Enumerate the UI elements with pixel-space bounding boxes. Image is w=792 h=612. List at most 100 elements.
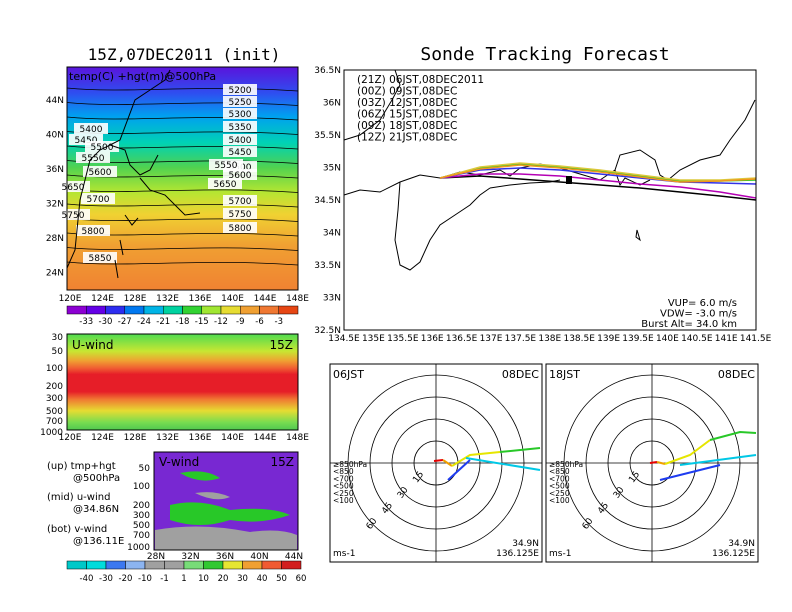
hodograph-trace bbox=[499, 447, 541, 453]
left-title: 15Z,07DEC2011 (init) bbox=[88, 45, 281, 64]
track-x-label: 141E bbox=[715, 334, 738, 344]
u-y-label: 700 bbox=[46, 417, 63, 427]
lat-label: 24N bbox=[46, 269, 64, 279]
v-wind-blob bbox=[195, 492, 230, 500]
top-map-overlay-label: temp(C) +hgt(m)@500hPa bbox=[69, 70, 216, 83]
hodograph-level-label: <250 bbox=[333, 489, 354, 498]
u-x-label: 136E bbox=[189, 433, 212, 443]
contour-label: 5700 bbox=[87, 195, 110, 205]
v-y-label: 50 bbox=[139, 464, 151, 474]
hodograph-lon: 136.125E bbox=[712, 549, 755, 559]
contour-label: 5300 bbox=[229, 110, 252, 120]
contour-label-bg bbox=[223, 195, 257, 206]
track-y-label: 36N bbox=[323, 99, 341, 109]
track-legend-entry: (06Z) 15JST,08DEC bbox=[357, 109, 457, 121]
hodograph-level-label: <700 bbox=[549, 474, 570, 483]
wind-colorbar-swatch bbox=[66, 560, 87, 570]
hodograph-lat: 34.9N bbox=[512, 539, 539, 549]
u-y-label: 500 bbox=[46, 407, 63, 417]
colorbar-label: -12 bbox=[214, 317, 228, 327]
hodograph-level-label: <700 bbox=[333, 474, 354, 483]
track-param: Burst Alt= 34.0 km bbox=[641, 319, 737, 330]
v-y-label: 200 bbox=[133, 501, 150, 511]
height-contour bbox=[66, 218, 299, 222]
temp-height-map: 5200525053005350540054005450545055005500… bbox=[46, 66, 310, 327]
height-contour bbox=[66, 189, 299, 193]
u-x-label: 128E bbox=[124, 433, 147, 443]
colorbar-swatch bbox=[182, 305, 202, 315]
wind-colorbar-swatch bbox=[203, 560, 224, 570]
colorbar-label: -18 bbox=[176, 317, 190, 327]
contour-label: 5200 bbox=[229, 86, 252, 96]
v-panel-time: 15Z bbox=[271, 455, 295, 469]
contour-label-bg bbox=[223, 121, 257, 132]
sonde-track-line bbox=[439, 162, 757, 181]
u-panel-label: U-wind bbox=[72, 338, 113, 352]
track-x-label: 140.5E bbox=[681, 334, 713, 344]
track-legend: (21Z) 06JST,08DEC2011(00Z) 09JST,08DEC(0… bbox=[357, 74, 484, 144]
wind-colorbar-swatch bbox=[281, 560, 302, 570]
u-x-label: 132E bbox=[156, 433, 179, 443]
hodograph-trace bbox=[433, 459, 444, 462]
track-map-y-labels: 36.5N 36N 35.5N 35N 34.5N 34N 33.5N 33N 32.5N bbox=[314, 66, 341, 336]
lon-label: 132E bbox=[156, 294, 179, 304]
v-panel-x-labels: 28N 32N 36N 40N 44N bbox=[147, 552, 303, 562]
height-contour bbox=[66, 87, 299, 92]
top-map-lon-labels: 120E 124E 128E 132E 136E 140E 144E 148E bbox=[59, 294, 310, 304]
hodograph-unit: ms-1 bbox=[333, 549, 355, 559]
hodograph-trace bbox=[465, 457, 541, 471]
lon-label: 144E bbox=[254, 294, 277, 304]
track-x-label: 138E bbox=[538, 334, 561, 344]
track-y-label: 35N bbox=[323, 164, 341, 174]
colorbar-swatch bbox=[86, 305, 106, 315]
colorbar-label: -21 bbox=[156, 317, 170, 327]
track-y-label: 34.5N bbox=[314, 196, 341, 206]
track-map-x-labels: 134.5E 135E 135.5E 136E 136.5E 137E 137.5E 138E… bbox=[328, 334, 771, 344]
track-x-label: 137E bbox=[480, 334, 503, 344]
hodograph-trace bbox=[709, 430, 757, 441]
v-panel-frame bbox=[153, 451, 299, 551]
contour-label: 5600 bbox=[229, 171, 252, 181]
contour-label-bg bbox=[223, 222, 257, 233]
contour-label-bg bbox=[208, 178, 242, 189]
hodograph-trace bbox=[679, 454, 757, 466]
contour-label-bg bbox=[223, 134, 257, 145]
colorbar-label: -15 bbox=[195, 317, 209, 327]
wind-colorbar-label: 20 bbox=[218, 574, 229, 584]
contour-label-bg bbox=[223, 146, 257, 157]
track-x-label: 135.5E bbox=[387, 334, 419, 344]
contour-label: 5500 bbox=[91, 143, 114, 153]
u-x-label: 148E bbox=[286, 433, 309, 443]
track-x-label: 137.5E bbox=[505, 334, 537, 344]
u-x-label: 140E bbox=[221, 433, 244, 443]
hodograph-time: 18JST bbox=[549, 368, 580, 381]
v-wind-blob bbox=[170, 502, 290, 525]
legend-note: @500hPa bbox=[73, 473, 120, 484]
burst-marker bbox=[566, 176, 572, 184]
colorbar-label: -27 bbox=[118, 317, 132, 327]
hodograph-trace bbox=[451, 451, 501, 467]
colorbar-swatch bbox=[143, 305, 164, 315]
v-x-label: 40N bbox=[250, 552, 268, 562]
hodograph-date: 08DEC bbox=[502, 368, 539, 381]
contour-label-bg bbox=[83, 166, 117, 177]
contour-label: 5850 bbox=[89, 254, 112, 264]
hodograph-level-label: <500 bbox=[549, 482, 570, 491]
hodograph-trace bbox=[442, 459, 453, 467]
wind-colorbar-swatch bbox=[164, 560, 185, 570]
track-legend-entry: (00Z) 09JST,08DEC bbox=[357, 86, 457, 98]
wind-colorbar-label: 1 bbox=[181, 574, 186, 584]
colorbar-label: -33 bbox=[79, 317, 93, 327]
colorbar-swatch bbox=[124, 305, 145, 315]
sonde-track-line bbox=[439, 164, 757, 183]
u-panel-x-labels: 120E 124E 128E 132E 136E 140E 144E 148E bbox=[59, 433, 310, 443]
track-x-label: 136.5E bbox=[446, 334, 478, 344]
contour-label-bg bbox=[223, 169, 257, 180]
wind-colorbar-swatch bbox=[144, 560, 165, 570]
legend-note: (up) tmp+hgt bbox=[47, 461, 116, 472]
contour-label-bg bbox=[209, 159, 243, 170]
track-legend-entry: (09Z) 18JST,08DEC bbox=[357, 120, 457, 132]
contour-label: 5600 bbox=[89, 168, 112, 178]
track-y-label: 33N bbox=[323, 294, 341, 304]
